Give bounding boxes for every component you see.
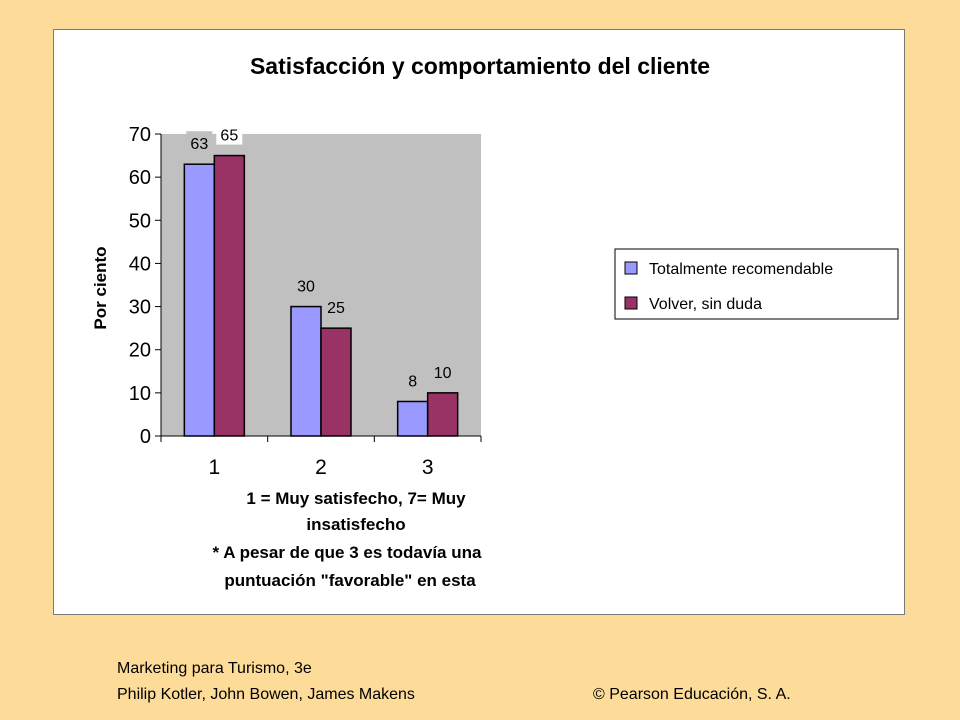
data-label-background — [186, 131, 213, 154]
x-axis-caption-line-1: 1 = Muy satisfecho, 7= Muy — [246, 489, 466, 508]
bar-series-1-cat-3 — [396, 400, 429, 437]
bar-series-2-cat-3 — [426, 392, 459, 437]
x-tick-label: 1 — [208, 456, 220, 479]
data-label: 8 — [408, 373, 417, 390]
chart-svg: Satisfacción y comportamiento del client… — [91, 53, 899, 590]
footer-authors: Philip Kotler, John Bowen, James Makens — [117, 686, 415, 703]
footer-copyright: © Pearson Educación, S. A. — [593, 686, 791, 703]
y-axis-title: Por ciento — [91, 246, 110, 329]
x-tick-label: 2 — [315, 456, 327, 479]
y-tick-label: 20 — [129, 340, 151, 362]
data-label: 25 — [327, 300, 345, 317]
footer-book: Marketing para Turismo, 3e — [117, 660, 312, 677]
chart-panel: Satisfacción y comportamiento del client… — [53, 29, 905, 615]
y-tick-label: 0 — [140, 426, 151, 448]
y-tick-label: 40 — [129, 253, 151, 275]
y-tick-label: 70 — [129, 124, 151, 146]
y-tick-label: 50 — [129, 210, 151, 232]
x-axis: 1 2 3 — [160, 435, 482, 479]
legend-swatch-series-2 — [624, 296, 638, 310]
legend-box — [614, 248, 899, 320]
bar-series-2-cat-2 — [320, 327, 352, 437]
x-axis-caption-line-3: * A pesar de que 3 es todavía una — [213, 543, 482, 562]
x-tick-label: 3 — [422, 456, 434, 479]
data-label: 10 — [434, 365, 452, 382]
chart-title: Satisfacción y comportamiento del client… — [250, 53, 710, 79]
data-label: 30 — [297, 279, 315, 296]
y-axis: 0 10 20 30 40 50 60 70 — [129, 124, 162, 448]
y-tick-label: 30 — [129, 297, 151, 319]
x-axis-caption-line-4: puntuación "favorable" en esta — [224, 571, 476, 590]
legend-label-series-2: Volver, sin duda — [649, 296, 762, 313]
data-label-background — [216, 122, 243, 145]
legend-swatch-series-1 — [624, 261, 638, 275]
bar-series-2-cat-1 — [213, 154, 246, 437]
bars: 63 30 8 65 25 10 — [183, 122, 459, 437]
legend-label-series-1: Totalmente recomendable — [649, 261, 833, 278]
bar-series-1-cat-2 — [290, 305, 322, 437]
y-tick-label: 60 — [129, 167, 151, 189]
data-label: 63 — [190, 136, 208, 153]
bar-series-1-cat-1 — [183, 163, 216, 437]
x-axis-caption-line-2: insatisfecho — [306, 515, 405, 534]
legend: Totalmente recomendable Volver, sin duda — [614, 248, 899, 320]
data-label: 65 — [220, 128, 238, 145]
y-tick-label: 10 — [129, 383, 151, 405]
